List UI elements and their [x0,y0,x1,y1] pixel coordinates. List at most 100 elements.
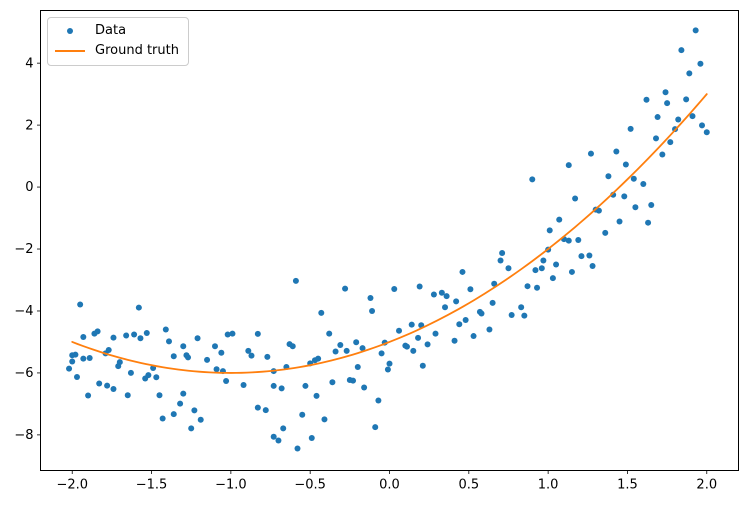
data-point [131,331,138,338]
data-point [135,304,142,311]
data-point [162,326,169,333]
data-point [359,345,366,352]
y-tick-label: 0 [25,180,33,195]
data-point [342,285,349,292]
data-point [204,356,211,363]
data-point [605,173,612,180]
data-point [213,366,220,373]
data-point [367,294,374,301]
data-point [384,366,391,373]
data-point [518,304,525,311]
data-point [350,377,357,384]
data-point [602,229,609,236]
data-point [229,330,236,337]
data-point [275,437,282,444]
data-point [212,343,218,350]
data-point [692,27,699,34]
data-point [110,334,117,341]
data-point [69,358,76,365]
data-point [77,301,84,308]
y-tick-label: −4 [14,304,33,319]
data-point [191,407,198,414]
data-point [66,365,73,372]
y-tick-label: −2 [14,242,33,257]
data-point [72,351,79,358]
data-point [565,237,572,244]
data-point [645,219,652,226]
data-point [354,364,361,371]
data-point [508,311,515,318]
data-point [546,227,553,234]
data-point [667,139,674,146]
data-point [686,70,693,77]
data-point [589,263,596,270]
legend: Data Ground truth [47,17,189,66]
legend-marker-wrap [54,50,86,52]
x-tick-label: −2.0 [56,477,88,492]
data-point [110,386,117,393]
data-point [470,333,477,340]
data-point [653,135,660,142]
data-point [478,310,485,317]
data-point [224,331,231,338]
data-point [177,400,184,407]
data-point [343,347,350,354]
data-point [616,218,623,225]
data-point [438,289,445,296]
data-point [451,337,458,344]
data-point [104,382,111,389]
x-tick-label: 1.5 [617,477,638,492]
x-tick-label: 2.0 [696,477,717,492]
data-point [524,283,531,290]
data-point [361,384,368,391]
data-point [294,445,301,452]
data-point [403,343,410,350]
axes-frame [40,10,739,471]
data-point [308,434,315,441]
x-tick-label: −1.0 [215,477,247,492]
data-point [94,328,101,335]
data-point [315,355,322,362]
data-point [689,113,696,120]
data-point [218,349,225,356]
data-point [124,392,131,399]
y-tick-label: 4 [25,56,33,71]
data-point [459,268,466,275]
y-tick-label: −8 [14,428,33,443]
data-point [170,353,177,360]
data-point [553,261,560,268]
ground-truth-curve [71,93,708,374]
data-point [521,312,528,319]
data-point [240,382,247,389]
data-point [699,122,706,129]
x-tick-label: −0.5 [294,477,326,492]
data-point [127,369,134,376]
data-point [416,283,423,290]
legend-item-data: Data [54,23,182,39]
data-point [415,334,422,341]
data-point [648,202,655,209]
data-point [254,330,261,337]
data-point [443,293,450,300]
data-point [378,350,385,357]
data-point [264,353,271,360]
data-point [678,47,685,54]
data-point [137,335,144,342]
data-point [329,379,336,386]
data-point [86,355,93,362]
data-point [540,257,547,264]
data-point [621,193,628,200]
data-point [372,424,379,431]
line-marker-icon [55,50,85,52]
data-point [369,307,376,314]
data-point [375,397,382,404]
y-tick-label: 2 [25,118,33,133]
data-point [197,416,204,423]
data-point [194,335,201,342]
data-point [337,342,344,349]
data-point [654,114,661,121]
data-point [156,392,163,399]
data-point [497,257,504,264]
data-point [185,354,192,361]
